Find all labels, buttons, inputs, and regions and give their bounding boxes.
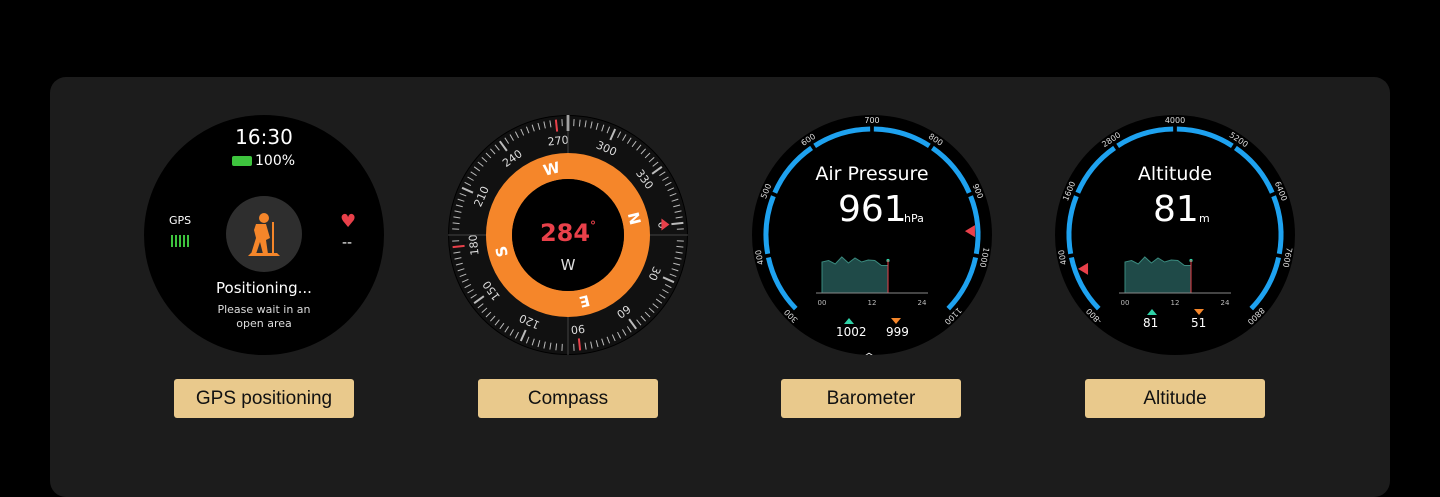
gauge-segment xyxy=(768,257,795,308)
gauge-segment xyxy=(1118,129,1173,146)
gauge-label: 300 xyxy=(782,307,799,324)
battery-percent: 100% xyxy=(255,153,295,169)
pressure-unit: hPa xyxy=(904,212,924,225)
compass-watch-face: 0306090120150180210240270300330NESW 284°… xyxy=(448,115,688,355)
pressure-low: 999 xyxy=(886,325,909,339)
gauge-label: 400 xyxy=(754,249,766,266)
gauge-segment xyxy=(948,257,975,308)
heart-icon: ♥ xyxy=(340,211,356,232)
gps-signal-bars-icon xyxy=(171,235,191,247)
gauge-label: 700 xyxy=(864,116,879,125)
altitude-value: 81 xyxy=(1153,189,1199,230)
chart-tick-label: 12 xyxy=(1171,299,1180,307)
battery-status: 100% xyxy=(232,153,295,169)
dial-label: 90 xyxy=(570,322,585,336)
dial-label: 270 xyxy=(547,133,569,148)
dial-tick xyxy=(556,120,557,132)
gauge-segment xyxy=(1177,129,1232,146)
pressure-value: 961 xyxy=(838,189,907,230)
gauge-segment xyxy=(971,196,978,254)
gauge-segment xyxy=(1274,196,1281,254)
gauge-label: 1000 xyxy=(978,246,991,268)
caption-gps: GPS positioning xyxy=(174,379,354,418)
heart-rate-value: -- xyxy=(342,235,352,251)
altitude-low: 51 xyxy=(1191,316,1206,330)
trend-area xyxy=(1125,257,1191,293)
positioning-hint: Please wait in an open area xyxy=(212,303,316,331)
caption-altitude: Altitude xyxy=(1085,379,1265,418)
positioning-status: Positioning... xyxy=(144,279,384,297)
gauge-label: 8800 xyxy=(1246,306,1267,327)
low-arrow-icon xyxy=(891,318,901,324)
high-arrow-icon xyxy=(1147,309,1157,315)
gauge-segment xyxy=(815,129,870,146)
trend-area xyxy=(822,257,888,293)
gauge-segment xyxy=(766,196,773,254)
altitude-high: 81 xyxy=(1143,316,1158,330)
caption-compass: Compass xyxy=(478,379,658,418)
barometer-title: Air Pressure xyxy=(752,163,992,185)
dial-tick xyxy=(579,338,580,350)
compass-heading: 284° xyxy=(448,219,688,247)
gauge-segment xyxy=(874,129,929,146)
gauge-label: 4000 xyxy=(1165,116,1185,125)
low-arrow-icon xyxy=(1194,309,1204,315)
gauge-label: 7600 xyxy=(1281,246,1294,268)
hiker-icon xyxy=(226,196,302,272)
gps-label: GPS xyxy=(169,214,191,227)
chart-tick-label: 24 xyxy=(1221,299,1230,307)
chart-tick-label: 24 xyxy=(918,299,927,307)
gauge-label: 400 xyxy=(1057,249,1069,266)
gps-watch-face: 16:30 100% GPS ♥ -- Positioning... Pleas… xyxy=(144,115,384,355)
chart-tick-label: 12 xyxy=(868,299,877,307)
chart-tick-label: 00 xyxy=(1121,299,1130,307)
altitude-unit: m xyxy=(1199,212,1210,225)
chart-tick-label: 00 xyxy=(818,299,827,307)
gauge-label: 1100 xyxy=(943,306,964,327)
caption-barometer: Barometer xyxy=(781,379,961,418)
chevron-up-icon[interactable]: ︿ xyxy=(863,343,875,355)
altitude-title: Altitude xyxy=(1055,163,1295,185)
compass-direction: W xyxy=(448,256,688,274)
pressure-high: 1002 xyxy=(836,325,867,339)
gauge-marker-icon xyxy=(1078,263,1088,275)
battery-icon xyxy=(232,156,252,166)
gauge-label: -800 xyxy=(1084,306,1103,325)
time: 16:30 xyxy=(144,125,384,149)
gauge-segment xyxy=(1251,257,1278,308)
gauge-marker-icon xyxy=(965,225,975,237)
gauge-segment xyxy=(1069,196,1076,254)
high-arrow-icon xyxy=(844,318,854,324)
